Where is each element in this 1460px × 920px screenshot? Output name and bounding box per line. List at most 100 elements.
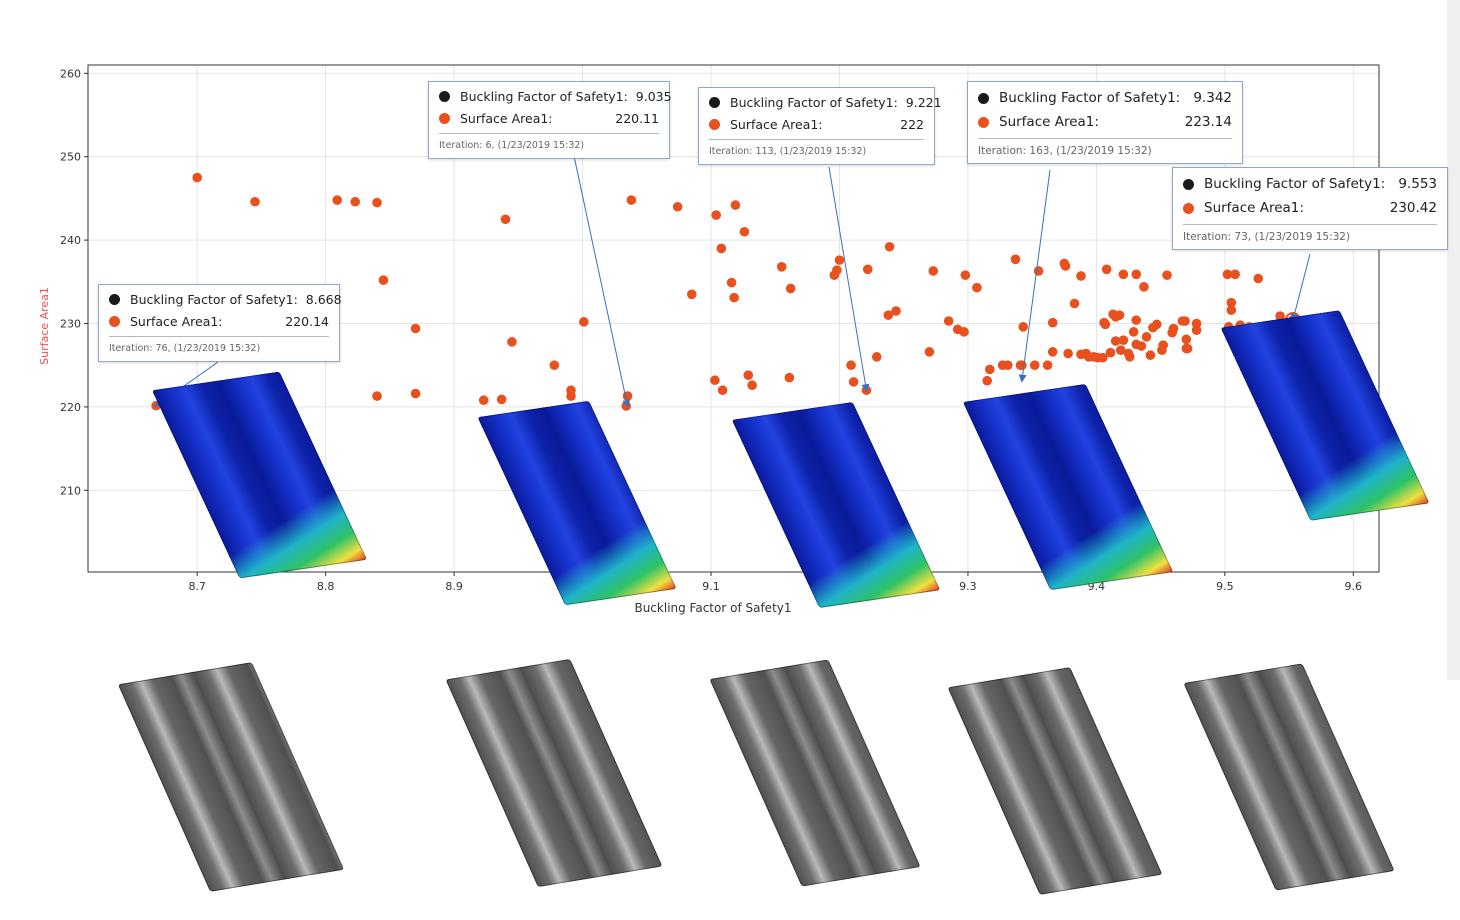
data-point[interactable] <box>350 196 360 207</box>
data-point[interactable] <box>500 214 511 225</box>
data-point[interactable] <box>1131 269 1142 280</box>
data-point[interactable] <box>730 200 741 210</box>
data-point[interactable] <box>621 401 632 411</box>
tooltip-factor-label: Buckling Factor of Safety1: <box>130 291 298 307</box>
data-point[interactable] <box>1047 317 1058 328</box>
data-point[interactable] <box>1092 352 1103 363</box>
data-point[interactable] <box>410 388 421 399</box>
data-point[interactable] <box>1083 352 1094 362</box>
data-point[interactable] <box>743 370 754 381</box>
data-point[interactable] <box>410 323 421 334</box>
data-point[interactable] <box>332 195 343 205</box>
data-point[interactable] <box>1105 347 1116 358</box>
data-point[interactable] <box>1029 360 1040 370</box>
data-point[interactable] <box>622 391 633 401</box>
data-point[interactable] <box>776 261 787 272</box>
data-point[interactable] <box>982 375 993 386</box>
data-point[interactable] <box>686 289 697 300</box>
data-point[interactable] <box>928 266 939 276</box>
data-point[interactable] <box>726 277 737 288</box>
data-point[interactable] <box>1141 332 1152 342</box>
data-point[interactable] <box>871 352 882 362</box>
data-point[interactable] <box>1181 334 1192 345</box>
data-point[interactable] <box>672 201 683 212</box>
data-point[interactable] <box>1118 269 1129 280</box>
data-point[interactable] <box>1145 350 1156 360</box>
data-point[interactable] <box>846 360 856 370</box>
data-point[interactable] <box>626 195 637 205</box>
data-point[interactable] <box>711 210 721 220</box>
vertical-scrollbar[interactable] <box>1447 0 1460 680</box>
data-point[interactable] <box>710 375 720 386</box>
data-point[interactable] <box>848 377 859 387</box>
data-point[interactable] <box>1128 327 1139 337</box>
data-point[interactable] <box>924 347 935 357</box>
data-point[interactable] <box>729 292 739 303</box>
data-point[interactable] <box>960 270 971 280</box>
data-point[interactable] <box>784 372 795 383</box>
data-point[interactable] <box>1060 261 1071 271</box>
data-point[interactable] <box>739 226 750 237</box>
data-point[interactable] <box>1110 336 1121 346</box>
data-point[interactable] <box>1180 316 1190 326</box>
factor-series-dot <box>439 90 450 102</box>
data-point[interactable] <box>1131 315 1142 325</box>
data-point[interactable] <box>717 385 728 396</box>
data-point[interactable] <box>1124 352 1135 362</box>
data-point[interactable] <box>1226 305 1237 315</box>
data-point[interactable] <box>1162 270 1172 280</box>
data-point[interactable] <box>372 391 382 401</box>
data-point[interactable] <box>1118 335 1129 345</box>
data-point[interactable] <box>1063 348 1073 359</box>
data-point[interactable] <box>1010 254 1021 265</box>
data-point[interactable] <box>1076 271 1086 281</box>
data-point[interactable] <box>566 391 576 401</box>
y-tick-label: 210 <box>60 484 81 497</box>
data-point[interactable] <box>507 337 517 347</box>
data-point[interactable] <box>1101 264 1112 275</box>
data-point[interactable] <box>747 380 757 391</box>
data-point[interactable] <box>1017 360 1027 370</box>
data-point[interactable] <box>1191 325 1202 335</box>
data-point[interactable] <box>984 364 995 375</box>
data-point[interactable] <box>1033 266 1044 276</box>
data-point[interactable] <box>549 360 560 370</box>
data-point[interactable] <box>1110 312 1121 322</box>
data-point[interactable] <box>1230 269 1240 280</box>
data-point[interactable] <box>959 327 969 337</box>
data-point[interactable] <box>832 265 842 275</box>
data-point[interactable] <box>1191 318 1202 329</box>
data-point[interactable] <box>192 172 202 183</box>
data-point[interactable] <box>891 306 901 316</box>
data-point[interactable] <box>478 395 489 406</box>
data-point[interactable] <box>1002 360 1013 370</box>
data-point[interactable] <box>1181 343 1192 354</box>
data-point[interactable] <box>1018 322 1028 332</box>
data-point[interactable] <box>1100 319 1111 330</box>
data-point[interactable] <box>785 283 796 294</box>
data-point[interactable] <box>862 264 873 275</box>
data-point[interactable] <box>1151 319 1162 330</box>
data-point[interactable] <box>372 197 382 208</box>
data-point[interactable] <box>972 282 982 293</box>
data-point[interactable] <box>1116 345 1126 355</box>
data-point[interactable] <box>883 310 894 320</box>
data-point[interactable] <box>250 196 260 207</box>
data-point[interactable] <box>834 255 845 265</box>
data-point[interactable] <box>579 317 589 327</box>
data-point[interactable] <box>496 394 507 405</box>
data-point[interactable] <box>1136 341 1147 351</box>
data-point[interactable] <box>1139 282 1149 292</box>
data-point[interactable] <box>1226 297 1237 308</box>
data-point[interactable] <box>1069 298 1080 309</box>
data-point[interactable] <box>1167 327 1177 338</box>
data-point[interactable] <box>1047 347 1058 357</box>
data-point[interactable] <box>884 241 895 252</box>
data-point[interactable] <box>716 243 727 254</box>
data-point[interactable] <box>943 316 954 326</box>
data-point[interactable] <box>1042 360 1053 370</box>
data-point[interactable] <box>1253 273 1264 284</box>
data-point[interactable] <box>378 275 389 285</box>
data-point[interactable] <box>1222 269 1233 280</box>
data-point[interactable] <box>1158 340 1168 350</box>
